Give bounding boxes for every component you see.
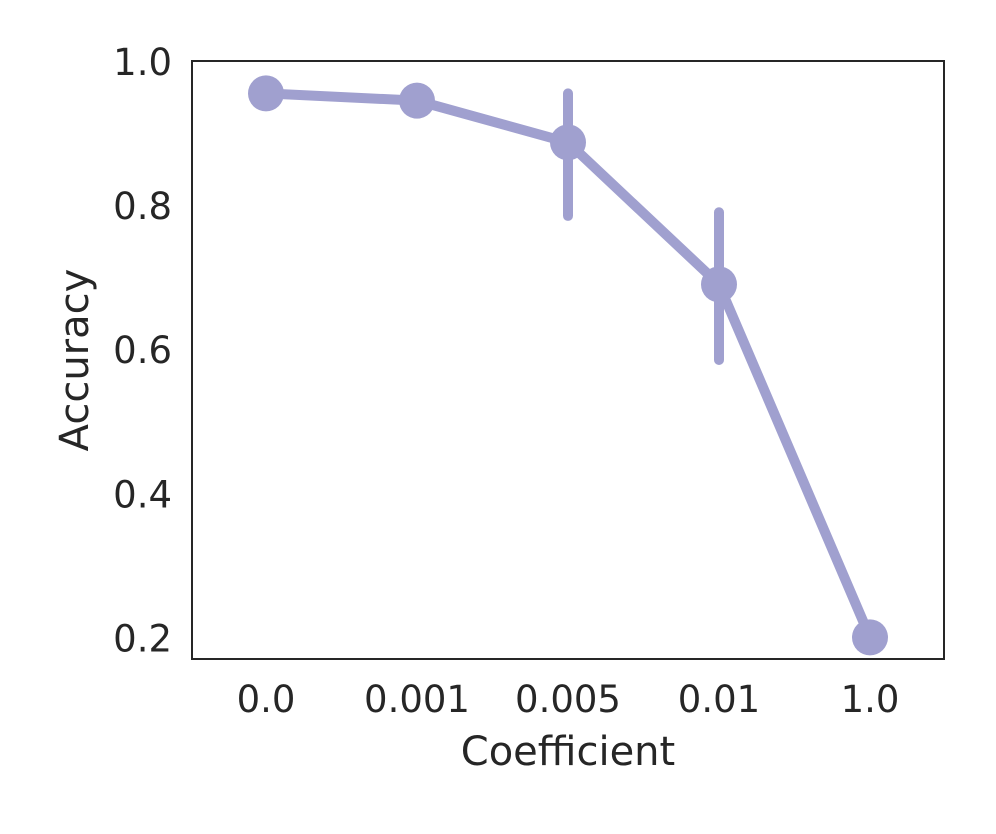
- series-layer: [248, 75, 888, 656]
- data-point: [852, 619, 888, 656]
- y-tick-label: 1.0: [113, 41, 172, 84]
- y-axis-ticks: 0.2 0.4 0.6 0.8 1.0: [113, 41, 172, 660]
- y-tick-label: 0.2: [113, 617, 172, 660]
- x-tick-label: 1.0: [841, 678, 900, 721]
- x-tick-label: 0.0: [237, 678, 296, 721]
- x-axis-ticks: 0.0 0.001 0.005 0.01 1.0: [237, 678, 900, 721]
- y-axis-label: Accuracy: [52, 269, 98, 452]
- data-point: [399, 82, 435, 119]
- y-tick-label: 0.8: [113, 185, 172, 228]
- plot-area-frame: [191, 60, 945, 660]
- x-axis-label: Coefficient: [461, 729, 675, 775]
- data-point: [550, 124, 586, 161]
- data-point: [701, 266, 737, 303]
- x-tick-label: 0.001: [364, 678, 470, 721]
- x-tick-label: 0.01: [678, 678, 760, 721]
- y-tick-label: 0.4: [113, 473, 172, 516]
- data-point: [248, 75, 284, 112]
- x-tick-label: 0.005: [515, 678, 621, 721]
- y-tick-label: 0.6: [113, 329, 172, 372]
